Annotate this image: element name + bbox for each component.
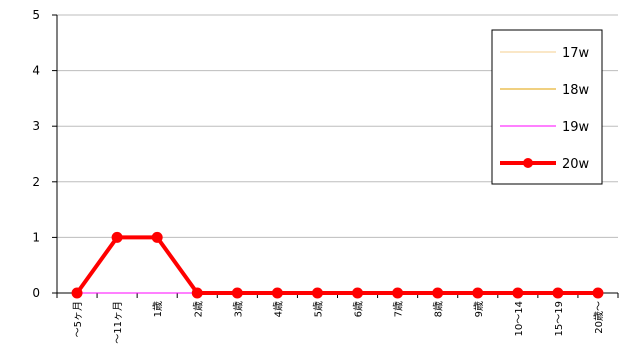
data-point-20w	[231, 287, 243, 299]
data-point-20w	[271, 287, 283, 299]
data-point-20w	[71, 287, 83, 299]
x-tick-label: 5歳	[312, 301, 324, 317]
x-tick-label: 4歳	[272, 301, 284, 317]
legend-label: 19w	[562, 120, 590, 135]
y-tick-label: 5	[32, 8, 40, 22]
data-point-20w	[151, 231, 163, 243]
legend: 17w 18w 19w 20w	[491, 29, 603, 185]
x-tick-label: 20歳～	[593, 301, 605, 334]
legend-box	[491, 29, 603, 185]
data-point-20w	[111, 231, 123, 243]
x-tick-label: ～11ヶ月	[112, 301, 124, 344]
x-tick-label: 3歳	[232, 301, 244, 317]
legend-label: 17w	[562, 46, 590, 61]
y-tick-label: 2	[32, 175, 40, 189]
x-tick-label: 6歳	[353, 301, 365, 317]
x-tick-label: 10～14	[514, 301, 525, 336]
x-tick-label: 2歳	[192, 301, 204, 317]
data-point-20w	[592, 287, 604, 299]
y-tick-label: 3	[32, 119, 40, 133]
x-tick-label: 9歳	[473, 301, 485, 317]
data-point-20w	[472, 287, 484, 299]
legend-marker	[523, 158, 533, 168]
x-tick-label: ～5ヶ月	[72, 301, 84, 337]
x-tick-label: 1歳	[152, 301, 164, 317]
y-tick-label: 0	[32, 286, 40, 300]
data-point-20w	[191, 287, 203, 299]
x-axis-tick-labels: ～5ヶ月 ～11ヶ月 1歳 2歳 3歳 4歳 5歳 6歳 7歳 8歳 9歳 10～14 15～19 20歳…	[72, 301, 605, 344]
legend-label: 20w	[562, 157, 590, 172]
legend-label: 18w	[562, 83, 590, 98]
data-point-20w	[552, 287, 564, 299]
series-lines	[71, 231, 604, 299]
data-point-20w	[392, 287, 404, 299]
y-axis-tick-labels: 0 1 2 3 4 5	[32, 8, 40, 300]
data-point-20w	[311, 287, 323, 299]
data-point-20w	[432, 287, 444, 299]
data-point-20w	[352, 287, 364, 299]
x-tick-label: 15～19	[554, 301, 565, 336]
data-point-20w	[512, 287, 524, 299]
x-tick-label: 7歳	[393, 301, 405, 317]
series-line-20w	[75, 235, 598, 295]
x-tick-label: 8歳	[433, 301, 445, 317]
y-tick-label: 1	[32, 230, 40, 244]
y-tick-label: 4	[32, 64, 40, 78]
